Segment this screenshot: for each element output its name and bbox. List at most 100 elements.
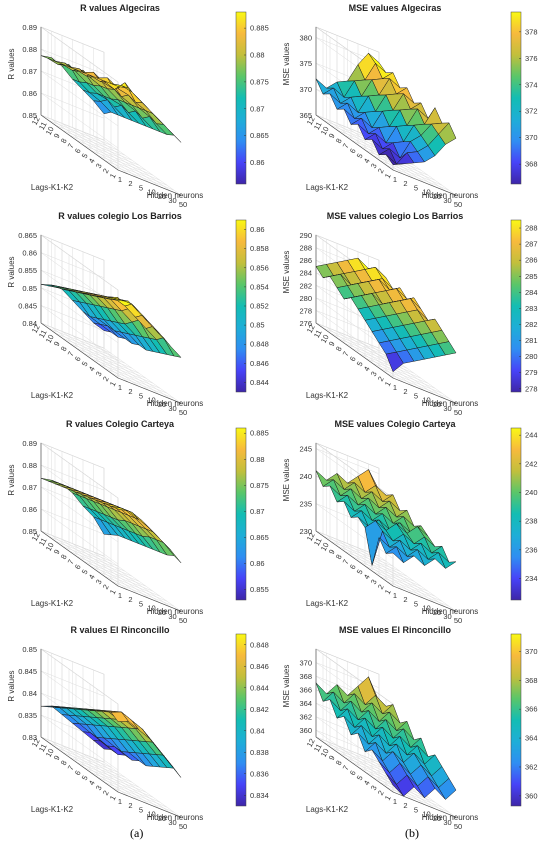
x-tick-label: 20 bbox=[433, 400, 441, 409]
colorbar-tick-label: 280 bbox=[525, 352, 538, 361]
y-tick-label: 3 bbox=[369, 162, 379, 170]
y-axis-label: Lags-K1-K2 bbox=[31, 183, 74, 192]
x-tick-label: 50 bbox=[454, 200, 462, 209]
y-tick-label: 3 bbox=[369, 578, 379, 586]
z-tick-label: 0.845 bbox=[18, 301, 37, 310]
z-tick-label: 0.87 bbox=[22, 67, 37, 76]
x-tick-label: 20 bbox=[158, 400, 166, 409]
colorbar-tick-label: 0.846 bbox=[250, 359, 269, 368]
caption-a: (a) bbox=[130, 826, 144, 840]
y-tick-label: 5 bbox=[355, 774, 365, 782]
colorbar-tick-label: 0.834 bbox=[250, 791, 269, 800]
y-axis-line bbox=[315, 114, 394, 171]
colorbar-tick-label: 0.844 bbox=[250, 378, 269, 387]
y-tick-label: 7 bbox=[341, 142, 351, 150]
chart-panel: MSE values El Rinconcillo 1 2 5 10 20 30 50 1 2 3 4… bbox=[275, 624, 550, 831]
y-tick-label: 10 bbox=[319, 125, 331, 137]
y-tick-label: 7 bbox=[341, 558, 351, 566]
z-gridline bbox=[40, 442, 119, 499]
x-tick-label: 2 bbox=[403, 387, 407, 396]
z-tick-label: 366 bbox=[299, 686, 312, 695]
y-tick-label: 1 bbox=[383, 380, 393, 388]
surface-patch bbox=[163, 337, 182, 358]
x-tick-label: 50 bbox=[179, 822, 187, 831]
z-tick-label: 0.86 bbox=[22, 505, 37, 514]
x-tick-label: 10 bbox=[422, 188, 430, 197]
surface-patch bbox=[163, 542, 182, 564]
colorbar-tick-label: 286 bbox=[525, 256, 538, 265]
y-axis-label: Lags-K1-K2 bbox=[306, 805, 349, 814]
x-tick-label: 5 bbox=[139, 391, 143, 400]
z-tick-label: 0.88 bbox=[22, 461, 37, 470]
y-axis-line bbox=[315, 530, 394, 587]
x-tick-label: 5 bbox=[139, 599, 143, 608]
x-tick-label: 5 bbox=[414, 391, 418, 400]
x-axis-line bbox=[117, 169, 182, 196]
x-tick-label: 10 bbox=[422, 396, 430, 405]
z-tick-label: 375 bbox=[299, 59, 312, 68]
x-tick-label: 1 bbox=[118, 591, 122, 600]
colorbar-tick-label: 364 bbox=[525, 734, 538, 743]
y-tick-label: 1 bbox=[108, 794, 118, 802]
y-tick-label: 2 bbox=[101, 375, 111, 383]
colorbar-tick-label: 374 bbox=[525, 80, 538, 89]
z-tick-label: 368 bbox=[299, 672, 312, 681]
y-tick-label: 10 bbox=[319, 747, 331, 759]
y-tick-label: 10 bbox=[44, 541, 56, 553]
z-tick-label: 0.85 bbox=[22, 284, 37, 293]
z-gridline bbox=[40, 234, 119, 291]
colorbar-tick-label: 0.842 bbox=[250, 705, 269, 714]
z-tick-label: 364 bbox=[299, 699, 312, 708]
y-tick-label: 5 bbox=[355, 152, 365, 160]
colorbar bbox=[235, 633, 247, 807]
y-tick-label: 10 bbox=[319, 333, 331, 345]
surface-patch bbox=[163, 754, 182, 778]
y-tick-label: 6 bbox=[73, 563, 83, 571]
x-tick-label: 50 bbox=[179, 616, 187, 625]
chart-title: MSE values Colegio Carteya bbox=[334, 419, 456, 429]
y-axis-label: Lags-K1-K2 bbox=[306, 599, 349, 608]
x-axis-label: Hidden neurons bbox=[147, 813, 203, 822]
z-tick-label: 290 bbox=[299, 231, 312, 240]
x-tick-label: 10 bbox=[422, 604, 430, 613]
y-tick-label: 10 bbox=[319, 541, 331, 553]
y-axis-label: Lags-K1-K2 bbox=[31, 391, 74, 400]
y-tick-label: 6 bbox=[348, 147, 358, 155]
z-tick-label: 230 bbox=[299, 527, 312, 536]
chart-title: MSE values colegio Los Barrios bbox=[327, 211, 464, 221]
colorbar-tick-label: 360 bbox=[525, 791, 538, 800]
x-tick-label: 1 bbox=[393, 383, 397, 392]
x-tick-label: 10 bbox=[147, 810, 155, 819]
colorbar-tick-label: 0.875 bbox=[250, 481, 269, 490]
z-axis-label: R values bbox=[7, 670, 16, 701]
surface-patch bbox=[438, 778, 457, 800]
x-tick-label: 1 bbox=[393, 591, 397, 600]
colorbar-tick-label: 0.875 bbox=[250, 77, 269, 86]
chart-panel: R values Colegio Carteya 1 2 5 10 20 30 50 1 2 3 4 5… bbox=[0, 418, 275, 625]
colorbar-tick-label: 285 bbox=[525, 272, 538, 281]
x-axis-line bbox=[117, 585, 182, 612]
x-tick-label: 2 bbox=[128, 801, 132, 810]
x-tick-label: 30 bbox=[168, 404, 176, 413]
y-tick-label: 7 bbox=[66, 558, 76, 566]
surface-patch bbox=[438, 122, 457, 145]
y-tick-label: 1 bbox=[383, 588, 393, 596]
y-tick-label: 8 bbox=[59, 759, 69, 767]
y-tick-label: 1 bbox=[108, 588, 118, 596]
y-tick-label: 12 bbox=[30, 323, 42, 335]
surface-patch bbox=[163, 124, 182, 143]
colorbar-tick-label: 0.88 bbox=[250, 455, 265, 464]
y-tick-label: 11 bbox=[312, 328, 324, 339]
y-tick-label: 8 bbox=[59, 345, 69, 353]
chart-panel: R values colegio Los Barrios 1 2 5 10 20 30 50 1… bbox=[0, 210, 275, 417]
y-tick-label: 2 bbox=[101, 789, 111, 797]
y-tick-label: 4 bbox=[362, 573, 372, 581]
colorbar-tick-label: 0.86 bbox=[250, 225, 265, 234]
colorbar-tick-label: 0.844 bbox=[250, 683, 269, 692]
z-tick-label: 245 bbox=[299, 445, 312, 454]
x-tick-label: 1 bbox=[118, 383, 122, 392]
